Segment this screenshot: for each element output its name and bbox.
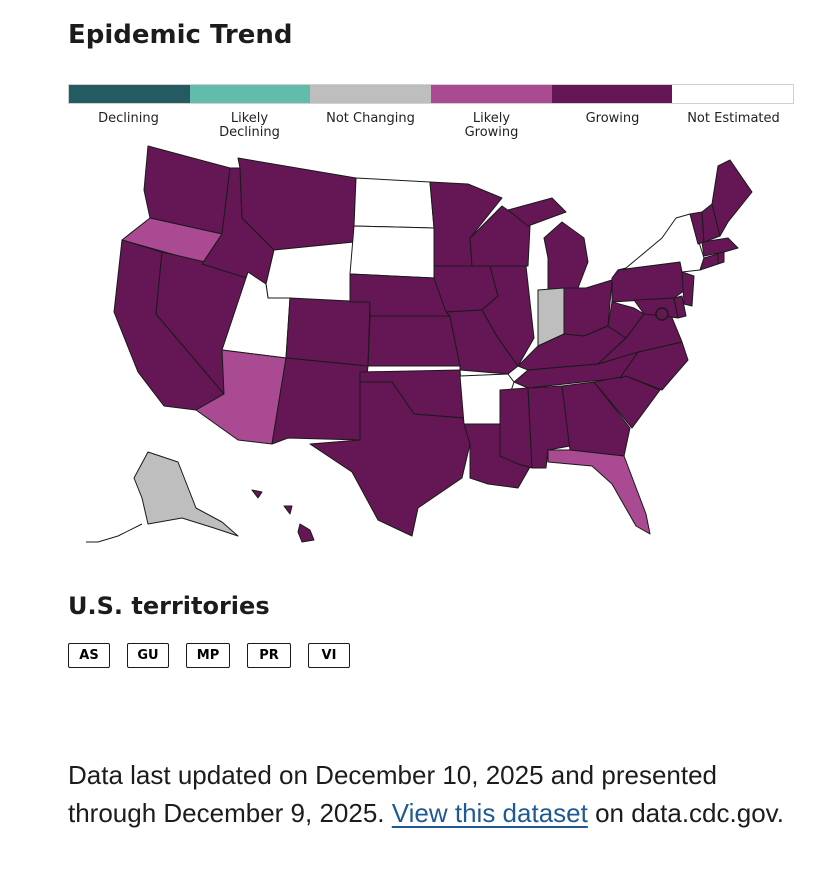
map-title: Epidemic Trend xyxy=(68,20,293,50)
territory-button-as[interactable]: AS xyxy=(68,643,110,668)
legend-label-likely-growing: Likely Growing xyxy=(464,111,519,140)
legend-swatch-likely-declining xyxy=(189,85,311,103)
note-text-after: on data.cdc.gov. xyxy=(587,798,784,828)
state-pennsylvania[interactable] xyxy=(611,261,689,303)
state-massachusetts[interactable] xyxy=(701,237,739,257)
state-rhode-island[interactable] xyxy=(717,251,725,265)
legend-swatch-not-estimated xyxy=(672,85,794,103)
state-new-jersey[interactable] xyxy=(681,271,695,307)
state-michigan[interactable] xyxy=(507,197,589,291)
legend-label-likely-declining: Likely Declining xyxy=(219,111,280,140)
state-illinois[interactable] xyxy=(481,265,535,367)
state-texas[interactable] xyxy=(309,381,471,537)
state-south-dakota[interactable] xyxy=(349,225,435,279)
legend-label-declining: Declining xyxy=(98,111,159,126)
legend-swatch-growing xyxy=(551,85,673,103)
legend-swatch-not-changing xyxy=(310,85,432,103)
state-north-dakota[interactable] xyxy=(353,177,435,229)
territories-buttons: AS GU MP PR VI xyxy=(68,643,350,668)
state-delaware[interactable] xyxy=(673,295,687,319)
state-maine[interactable] xyxy=(711,159,753,237)
us-states-map xyxy=(86,145,753,543)
state-kansas[interactable] xyxy=(367,315,461,367)
legend-labels: Declining Likely Declining Not Changing … xyxy=(68,112,794,140)
legend-swatch-declining xyxy=(69,85,190,103)
territory-button-gu[interactable]: GU xyxy=(127,643,169,668)
state-west-virginia[interactable] xyxy=(607,301,645,339)
territory-button-mp[interactable]: MP xyxy=(186,643,230,668)
state-wyoming[interactable] xyxy=(265,241,355,303)
state-mississippi[interactable] xyxy=(499,387,533,469)
state-south-carolina[interactable] xyxy=(593,375,661,429)
view-dataset-link[interactable]: View this dataset xyxy=(391,798,588,828)
state-florida[interactable] xyxy=(547,449,651,535)
legend-label-not-changing: Not Changing xyxy=(326,111,415,126)
state-georgia[interactable] xyxy=(561,381,631,457)
territory-button-pr[interactable]: PR xyxy=(247,643,291,668)
state-new-mexico[interactable] xyxy=(271,357,369,445)
legend-bar xyxy=(68,84,794,104)
data-update-note: Data last updated on December 10, 2025 a… xyxy=(68,756,798,832)
legend-swatch-likely-growing xyxy=(431,85,552,103)
state-alaska[interactable] xyxy=(133,451,239,537)
territories-heading: U.S. territories xyxy=(68,592,270,620)
note-text-before: Data last updated on December 10, 2025 a… xyxy=(68,760,718,828)
alaska-islands xyxy=(86,523,143,543)
dc-marker[interactable] xyxy=(655,307,669,321)
territory-button-vi[interactable]: VI xyxy=(308,643,350,668)
state-new-york[interactable] xyxy=(617,213,705,273)
state-wisconsin[interactable] xyxy=(469,205,531,267)
legend-label-growing: Growing xyxy=(585,111,640,126)
legend-label-not-estimated: Not Estimated xyxy=(687,111,780,126)
state-colorado[interactable] xyxy=(285,297,371,367)
state-hawaii[interactable] xyxy=(251,489,315,543)
